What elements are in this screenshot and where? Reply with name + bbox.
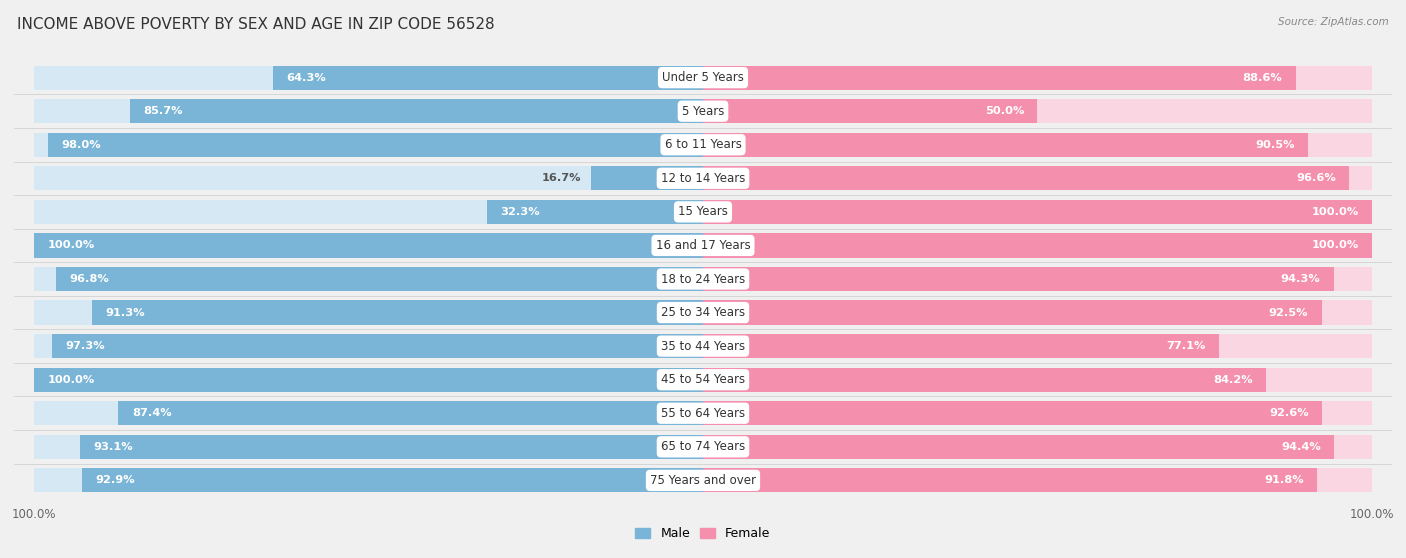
Bar xyxy=(52,334,703,358)
Bar xyxy=(34,65,703,90)
Text: 100.0%: 100.0% xyxy=(1312,240,1358,251)
Bar xyxy=(703,334,1219,358)
Bar xyxy=(34,401,703,425)
Bar xyxy=(273,65,703,90)
Bar xyxy=(703,166,1372,190)
Bar xyxy=(34,368,703,392)
Bar xyxy=(703,99,1038,123)
Legend: Male, Female: Male, Female xyxy=(630,522,776,545)
Bar xyxy=(34,166,703,190)
Bar xyxy=(703,435,1334,459)
Text: 100.0%: 100.0% xyxy=(1312,207,1358,217)
Bar xyxy=(129,99,703,123)
Bar xyxy=(34,233,703,258)
Text: 45 to 54 Years: 45 to 54 Years xyxy=(661,373,745,386)
Bar xyxy=(703,65,1295,90)
Text: 100.0%: 100.0% xyxy=(48,374,94,384)
Text: INCOME ABOVE POVERTY BY SEX AND AGE IN ZIP CODE 56528: INCOME ABOVE POVERTY BY SEX AND AGE IN Z… xyxy=(17,17,495,32)
Text: 15 Years: 15 Years xyxy=(678,205,728,218)
Bar xyxy=(703,65,1372,90)
Text: 92.9%: 92.9% xyxy=(96,475,135,485)
Bar xyxy=(703,300,1372,325)
Text: 88.6%: 88.6% xyxy=(1243,73,1282,83)
Text: 94.4%: 94.4% xyxy=(1281,442,1322,452)
Bar xyxy=(34,200,703,224)
Bar xyxy=(703,401,1323,425)
Text: 92.6%: 92.6% xyxy=(1270,408,1309,418)
Bar xyxy=(118,401,703,425)
Bar xyxy=(48,133,703,157)
Text: 55 to 64 Years: 55 to 64 Years xyxy=(661,407,745,420)
Text: 87.4%: 87.4% xyxy=(132,408,172,418)
Bar xyxy=(486,200,703,224)
Bar xyxy=(703,267,1372,291)
Text: 97.3%: 97.3% xyxy=(66,341,105,351)
Bar xyxy=(703,233,1372,258)
Bar xyxy=(703,468,1317,493)
Text: 5 Years: 5 Years xyxy=(682,105,724,118)
Text: 25 to 34 Years: 25 to 34 Years xyxy=(661,306,745,319)
Bar xyxy=(703,401,1372,425)
Bar xyxy=(703,166,1350,190)
Bar xyxy=(703,368,1267,392)
Bar xyxy=(34,133,703,157)
Text: 12 to 14 Years: 12 to 14 Years xyxy=(661,172,745,185)
Text: 85.7%: 85.7% xyxy=(143,106,183,116)
Text: 98.0%: 98.0% xyxy=(60,140,100,150)
Bar xyxy=(34,368,703,392)
Bar xyxy=(703,267,1334,291)
Bar xyxy=(703,233,1372,258)
Bar xyxy=(703,368,1372,392)
Bar xyxy=(34,300,703,325)
Bar xyxy=(34,468,703,493)
Text: 65 to 74 Years: 65 to 74 Years xyxy=(661,440,745,453)
Bar xyxy=(34,99,703,123)
Bar xyxy=(703,300,1322,325)
Text: 16 and 17 Years: 16 and 17 Years xyxy=(655,239,751,252)
Text: 18 to 24 Years: 18 to 24 Years xyxy=(661,272,745,286)
Bar xyxy=(703,334,1372,358)
Text: 91.8%: 91.8% xyxy=(1264,475,1303,485)
Bar xyxy=(80,435,703,459)
Bar xyxy=(82,468,703,493)
Bar xyxy=(703,133,1372,157)
Bar xyxy=(703,200,1372,224)
Text: 91.3%: 91.3% xyxy=(105,307,145,318)
Text: 94.3%: 94.3% xyxy=(1281,274,1320,284)
Bar xyxy=(55,267,703,291)
Text: 77.1%: 77.1% xyxy=(1166,341,1205,351)
Text: 75 Years and over: 75 Years and over xyxy=(650,474,756,487)
Text: 50.0%: 50.0% xyxy=(984,106,1024,116)
Text: 96.8%: 96.8% xyxy=(69,274,108,284)
Bar xyxy=(703,468,1372,493)
Text: 64.3%: 64.3% xyxy=(287,73,326,83)
Text: Source: ZipAtlas.com: Source: ZipAtlas.com xyxy=(1278,17,1389,27)
Text: 35 to 44 Years: 35 to 44 Years xyxy=(661,340,745,353)
Text: 32.3%: 32.3% xyxy=(501,207,540,217)
Bar xyxy=(703,133,1309,157)
Bar xyxy=(703,99,1372,123)
Bar xyxy=(34,267,703,291)
Bar xyxy=(592,166,703,190)
Text: 6 to 11 Years: 6 to 11 Years xyxy=(665,138,741,151)
Text: 84.2%: 84.2% xyxy=(1213,374,1253,384)
Text: 16.7%: 16.7% xyxy=(541,174,581,184)
Text: Under 5 Years: Under 5 Years xyxy=(662,71,744,84)
Bar xyxy=(703,200,1372,224)
Bar xyxy=(703,435,1372,459)
Text: 96.6%: 96.6% xyxy=(1296,174,1336,184)
Bar xyxy=(93,300,703,325)
Text: 92.5%: 92.5% xyxy=(1268,307,1309,318)
Bar xyxy=(34,435,703,459)
Text: 90.5%: 90.5% xyxy=(1256,140,1295,150)
Text: 100.0%: 100.0% xyxy=(48,240,94,251)
Text: 93.1%: 93.1% xyxy=(94,442,134,452)
Bar xyxy=(34,233,703,258)
Bar xyxy=(34,334,703,358)
